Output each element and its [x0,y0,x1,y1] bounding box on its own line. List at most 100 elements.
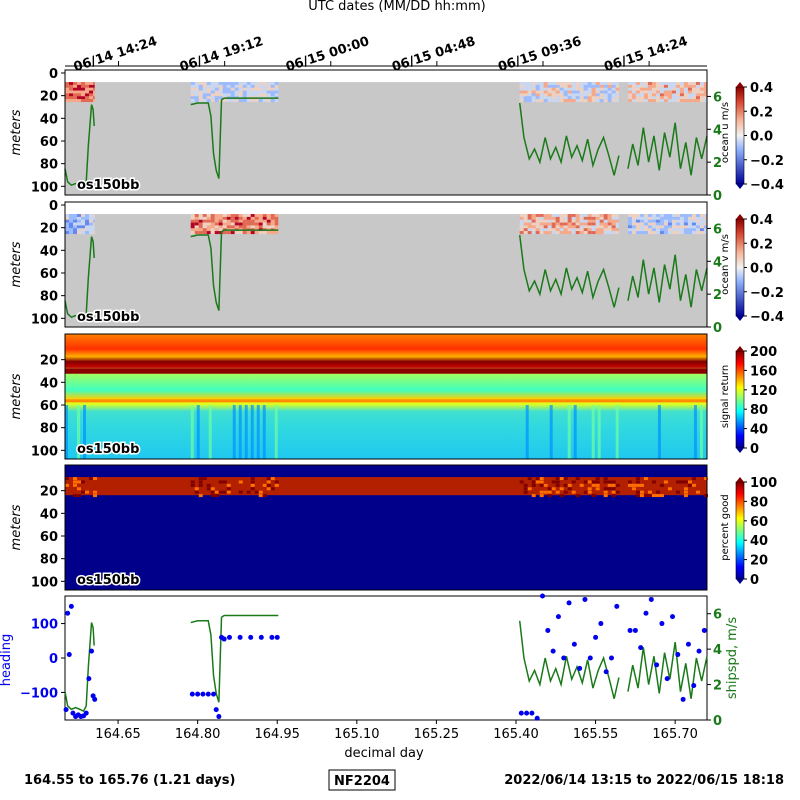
signal-streak [83,405,86,459]
velocity-cell [635,225,640,229]
velocity-cell [703,214,707,218]
velocity-cell [206,222,211,226]
x-tick-label: 164.95 [254,727,300,742]
velocity-cell [615,84,619,88]
ship-speed-line [627,641,708,699]
percent-good-cell [238,490,243,494]
percent-good-cell [77,487,81,491]
heading-point [659,621,665,627]
velocity-cell [202,231,207,235]
velocity-cell [69,219,73,223]
velocity-cell [246,99,251,103]
heading-point [603,669,609,675]
velocity-cell [691,87,696,91]
velocity-cell [250,214,255,218]
ship-speed-line [190,97,279,179]
velocity-cell [599,93,604,97]
velocity-cell [571,99,576,103]
velocity-cell [77,90,81,94]
velocity-cell [571,82,576,86]
velocity-cell [230,219,235,223]
velocity-cell [250,216,255,220]
velocity-cell [234,99,239,103]
velocity-cell [611,82,616,86]
percent-good-cell [214,494,219,498]
velocity-cell [647,90,652,94]
velocity-cell [587,225,592,229]
velocity-cell [663,228,668,232]
velocity-cell [691,84,696,88]
velocity-cell [77,222,81,226]
velocity-cell [559,216,564,220]
velocity-cell [254,225,259,229]
velocity-cell [519,219,524,223]
velocity-cell [667,219,672,223]
colorbar-tick-label: 0.4 [750,81,773,96]
percent-good-cell [266,483,271,487]
percent-good-cell [226,483,231,487]
velocity-cell [675,219,680,223]
percent-good-cell [218,490,223,494]
velocity-cell [85,84,89,88]
velocity-cell [194,99,199,103]
percent-good-cell [691,477,696,481]
velocity-cell [527,214,532,218]
percent-good-cell [647,490,652,494]
depth-tick-label: 100 [31,575,58,590]
percent-good-cell [607,483,612,487]
percent-good-cell [611,487,616,491]
velocity-cell [671,82,676,86]
velocity-cell [667,82,672,86]
velocity-cell [559,87,564,91]
velocity-cell [691,231,696,235]
velocity-cell [695,84,700,88]
velocity-cell [218,225,223,229]
velocity-cell [643,90,648,94]
velocity-cell [595,87,600,91]
velocity-cell [274,87,279,91]
velocity-cell [266,87,271,91]
heading-point [92,696,98,702]
velocity-cell [591,87,596,91]
velocity-cell [591,90,596,94]
velocity-cell [627,216,632,220]
velocity-cell [246,216,251,220]
velocity-cell [639,93,644,97]
colorbar-tick-label: −0.4 [750,310,784,325]
percent-good-cell [567,483,572,487]
speed-tick-label: 4 [713,643,722,658]
signal-streak [77,405,80,459]
depth-tick-label: 60 [40,267,58,282]
percent-good-cell [262,483,267,487]
velocity-cell [246,222,251,226]
velocity-cell [699,96,704,100]
velocity-cell [89,225,93,229]
velocity-cell [531,96,536,100]
colorbar-tick-label: −0.2 [750,154,784,169]
heading-point [86,676,92,682]
velocity-cell [262,219,267,223]
velocity-cell [687,96,692,100]
velocity-cell [214,93,219,97]
velocity-cell [599,87,604,91]
velocity-cell [266,84,271,88]
velocity-cell [254,216,259,220]
velocity-cell [230,82,235,86]
velocity-cell [274,214,279,218]
velocity-cell [583,82,588,86]
velocity-cell [599,84,604,88]
signal-field [65,334,707,459]
velocity-cell [567,84,572,88]
percent-good-cell [603,480,608,484]
velocity-cell [595,82,600,86]
velocity-cell [655,93,660,97]
percent-good-cell [563,490,568,494]
velocity-cell [695,82,700,86]
colorbar-label: ocean v m/s [720,234,731,295]
velocity-cell [226,231,231,235]
velocity-cell [675,216,680,220]
velocity-cell [551,231,556,235]
velocity-cell [635,84,640,88]
velocity-cell [202,228,207,232]
velocity-cell [591,93,596,97]
